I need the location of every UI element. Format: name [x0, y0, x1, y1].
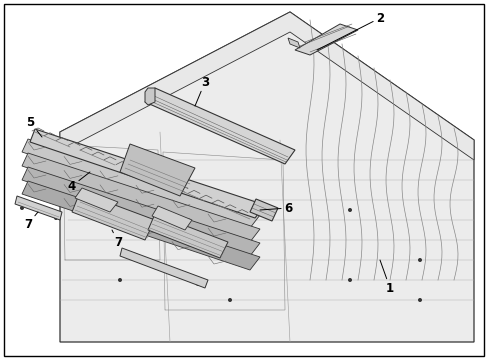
- Circle shape: [245, 134, 249, 138]
- Circle shape: [417, 298, 421, 302]
- Polygon shape: [60, 12, 473, 160]
- Text: 1: 1: [379, 260, 393, 294]
- Polygon shape: [287, 38, 299, 48]
- Circle shape: [54, 216, 58, 220]
- Circle shape: [347, 208, 351, 212]
- Polygon shape: [145, 88, 294, 164]
- Text: 6: 6: [260, 202, 291, 215]
- Polygon shape: [120, 144, 195, 196]
- Text: 3: 3: [195, 76, 209, 106]
- Polygon shape: [22, 153, 260, 242]
- Polygon shape: [60, 12, 473, 342]
- Polygon shape: [22, 167, 260, 256]
- Circle shape: [20, 206, 24, 210]
- Text: 7: 7: [24, 212, 38, 230]
- Text: 7: 7: [112, 230, 122, 248]
- Text: 5: 5: [26, 116, 42, 137]
- Text: 2: 2: [316, 12, 383, 50]
- Polygon shape: [152, 206, 192, 230]
- Circle shape: [201, 114, 204, 118]
- Polygon shape: [145, 88, 155, 105]
- Polygon shape: [22, 181, 260, 270]
- Circle shape: [128, 252, 132, 256]
- Polygon shape: [294, 24, 357, 55]
- Circle shape: [417, 258, 421, 262]
- Polygon shape: [75, 188, 118, 212]
- Polygon shape: [148, 214, 227, 258]
- Circle shape: [347, 278, 351, 282]
- Polygon shape: [15, 196, 62, 220]
- Polygon shape: [72, 192, 155, 240]
- Circle shape: [118, 278, 122, 282]
- Circle shape: [156, 94, 160, 98]
- Circle shape: [118, 208, 122, 212]
- Polygon shape: [249, 199, 278, 221]
- Circle shape: [196, 282, 200, 286]
- Polygon shape: [30, 129, 264, 218]
- Polygon shape: [120, 248, 207, 288]
- Circle shape: [227, 228, 231, 232]
- Polygon shape: [22, 139, 260, 228]
- Text: 4: 4: [68, 172, 90, 193]
- Circle shape: [227, 298, 231, 302]
